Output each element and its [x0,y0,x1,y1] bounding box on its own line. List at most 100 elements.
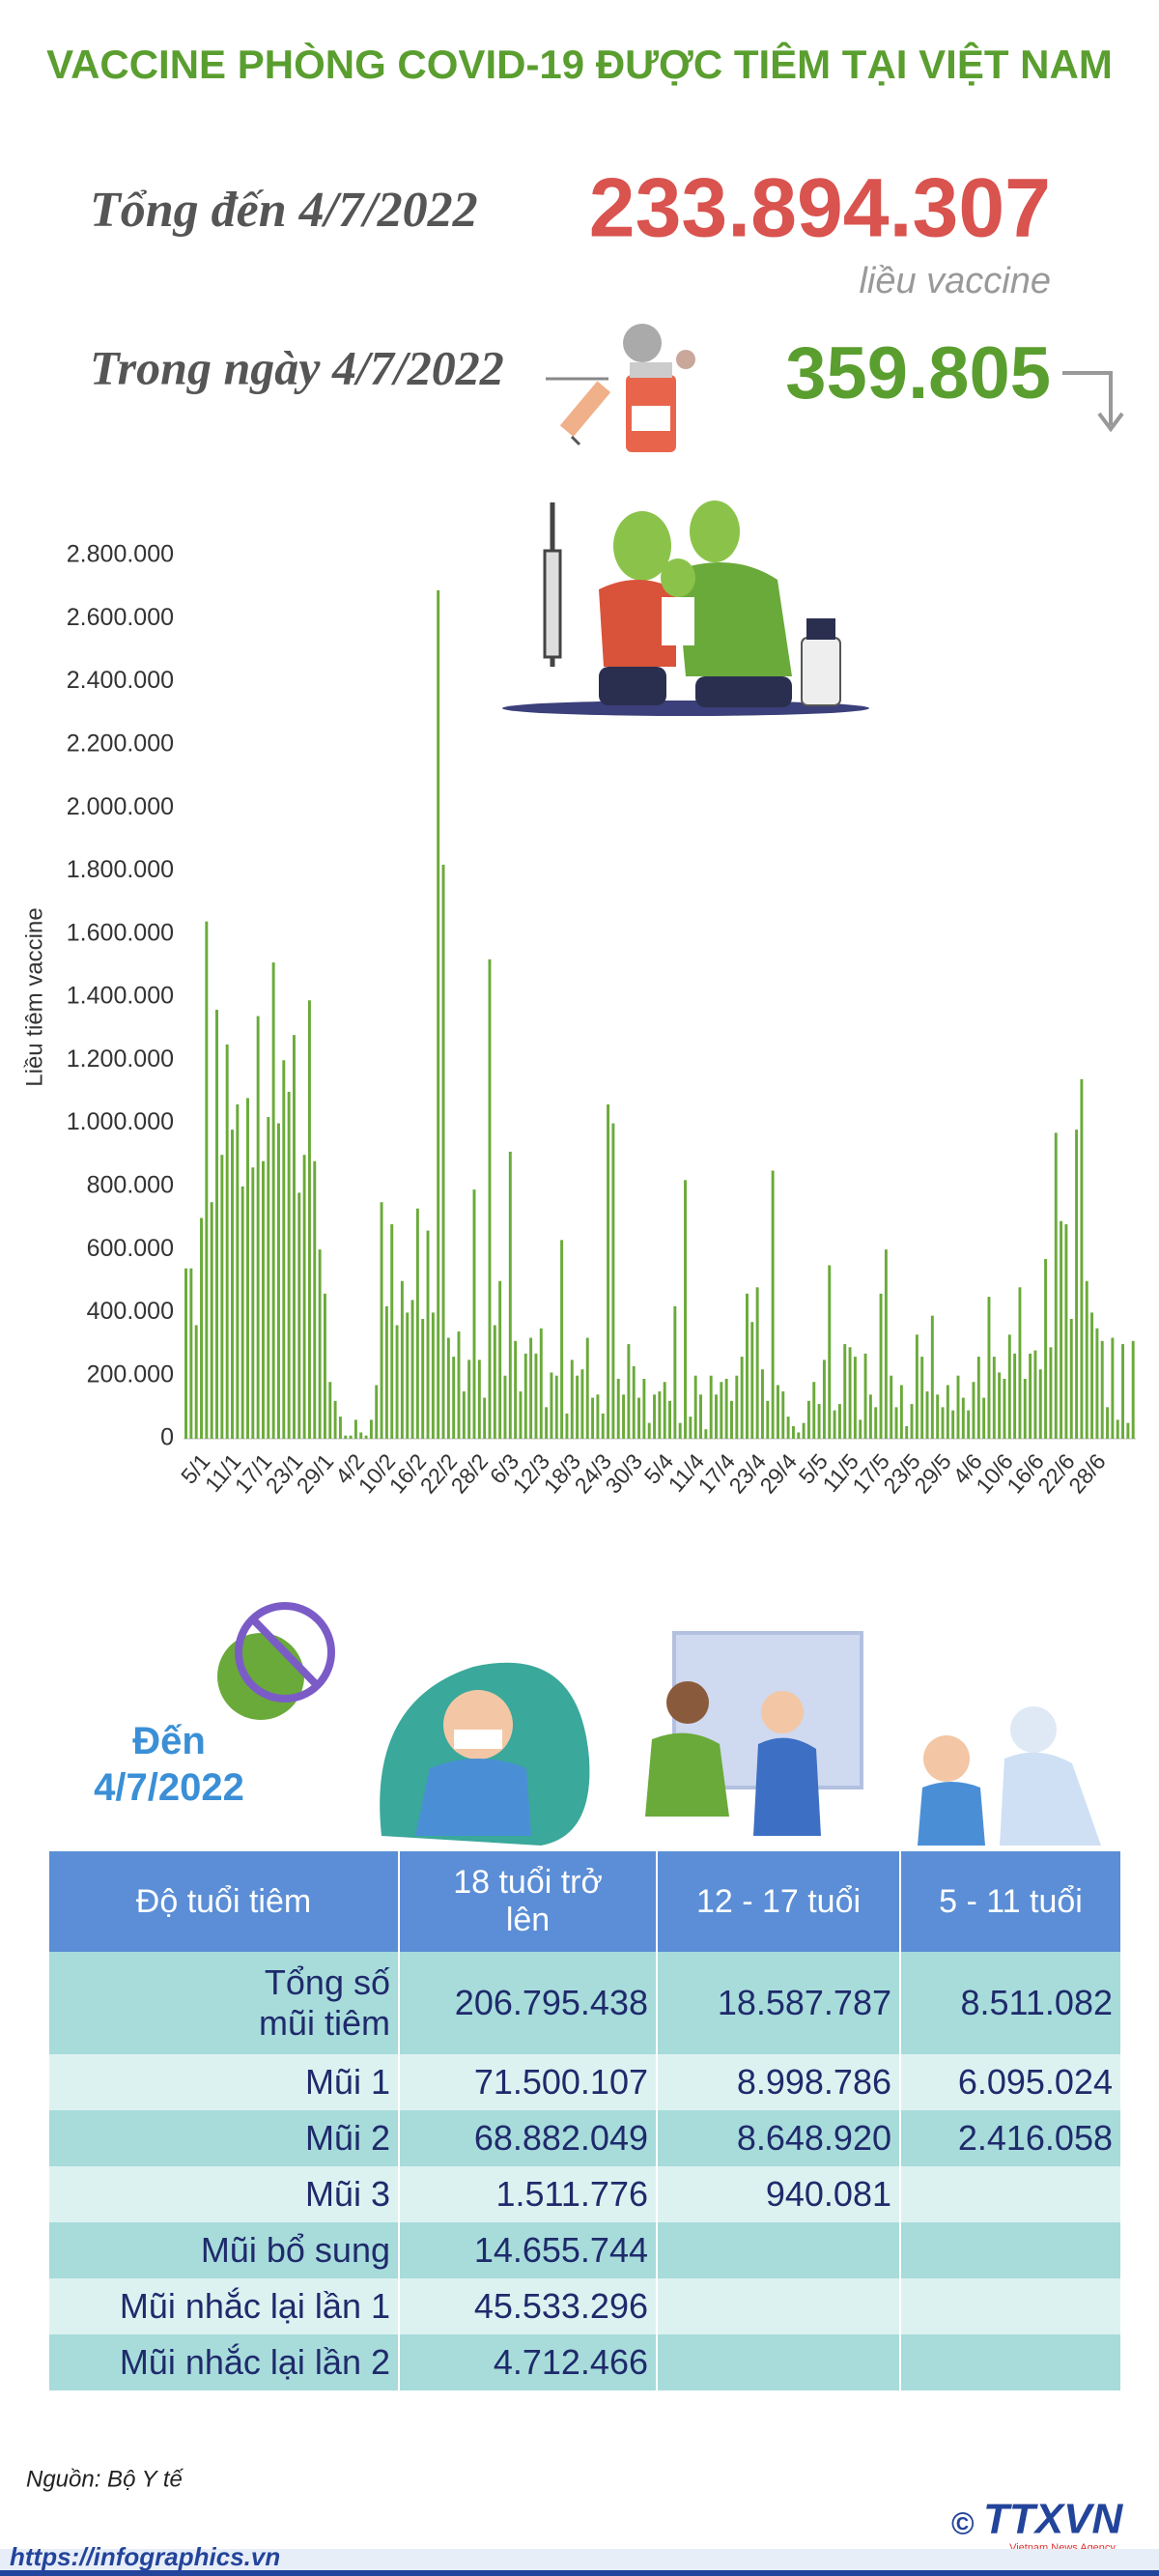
header-text: 5 - 11 tuổi [939,1882,1083,1920]
bar [410,1300,414,1439]
row-label-text: Mũi nhắc lại lần 1 [119,2286,390,2326]
bar [426,1230,430,1439]
bar [1038,1369,1042,1439]
bar [452,1357,456,1439]
bar [585,1337,589,1439]
row-label: Mũi nhắc lại lần 2 [49,2334,400,2390]
bar [961,1397,965,1439]
bar [421,1318,425,1439]
cell-text: 8.998.786 [736,2062,891,2102]
row-label-text: Mũi nhắc lại lần 2 [119,2342,390,2382]
bar [1116,1419,1119,1439]
logo: TTXVN [983,2496,1123,2543]
bar [920,1357,924,1439]
bar [498,1280,502,1439]
bar [400,1280,404,1439]
y-tick-label: 1.400.000 [67,983,174,1010]
header-cell: 5 - 11 tuổi [900,1851,1122,1952]
bar [364,1435,368,1439]
bar [746,1293,749,1439]
bar [637,1397,641,1439]
row-label: Mũi bổ sung [49,2222,400,2278]
bar [1018,1287,1022,1439]
bar [576,1375,580,1439]
bar [668,1400,671,1439]
bar [1126,1422,1130,1439]
cell-value: 2.416.058 [900,2110,1122,2166]
bar [709,1375,713,1439]
bar [941,1407,945,1439]
bar [323,1293,326,1439]
bar [992,1357,996,1439]
cell-value: 4.712.466 [399,2334,658,2390]
y-tick-label: 600.000 [87,1235,174,1262]
bar [678,1422,682,1439]
cell-value: 8.511.082 [900,1952,1122,2054]
vaccine-illustration [546,324,695,452]
bar [369,1419,373,1439]
bar [344,1435,348,1439]
bar [318,1249,322,1439]
bar [936,1394,940,1439]
bar [313,1160,317,1439]
y-tick-label: 200.000 [87,1360,174,1388]
cell-text: 6.095.024 [957,2062,1113,2102]
y-tick-label: 1.000.000 [67,1108,174,1135]
bar [740,1357,744,1439]
bar [1075,1130,1079,1439]
row-label: Mũi 1 [49,2054,400,2110]
bar [930,1315,934,1439]
bar [843,1344,847,1439]
bar [817,1404,821,1439]
bar [375,1385,379,1439]
bar [194,1325,198,1439]
bar [673,1305,677,1439]
cell-text: 1.511.776 [495,2174,648,2214]
bar [570,1360,574,1439]
bar [874,1407,878,1439]
bar [189,1268,193,1439]
row-label-text: Mũi bổ sung [200,2230,390,2270]
bar [837,1404,841,1439]
bar [406,1312,410,1439]
row-label: Mũi 2 [49,2110,400,2166]
row-label: Mũi nhắc lại lần 1 [49,2278,400,2334]
bar [462,1391,466,1439]
bar [724,1378,728,1439]
bar [622,1394,626,1439]
bar [210,1202,213,1439]
bar [431,1312,435,1439]
cell-text: 940.081 [765,2174,891,2214]
bar [1100,1340,1104,1439]
bar [534,1353,538,1439]
bar [781,1391,785,1439]
bar [601,1413,605,1439]
bar [642,1378,646,1439]
bar [1069,1318,1073,1439]
bar [812,1382,816,1439]
header-cell: Độ tuổi tiêm [49,1851,400,1952]
table-row: Tổng số mũi tiêm 206.795.438 18.587.787 8.5… [49,1952,1122,2054]
bar [910,1404,914,1439]
bar [1033,1350,1037,1439]
bar [539,1328,543,1439]
bar [1023,1378,1027,1439]
bar [828,1265,832,1439]
down-arrow [1062,371,1124,433]
bar [297,1192,301,1439]
bar [720,1382,723,1439]
bar [791,1425,795,1439]
bar [899,1385,903,1439]
y-axis-title: Liều tiêm vaccine [21,907,47,1086]
bar [271,962,275,1439]
bar [380,1202,383,1439]
bar [1106,1407,1110,1439]
bar [755,1287,759,1439]
bar [879,1293,883,1439]
date-heading: Đến 4/7/2022 [94,1720,244,1809]
bar [395,1325,399,1439]
table-row: Mũi 3 1.511.776 940.081 [49,2166,1122,2222]
bar [1054,1132,1058,1439]
header-text: 12 - 17 tuổi [695,1882,862,1920]
